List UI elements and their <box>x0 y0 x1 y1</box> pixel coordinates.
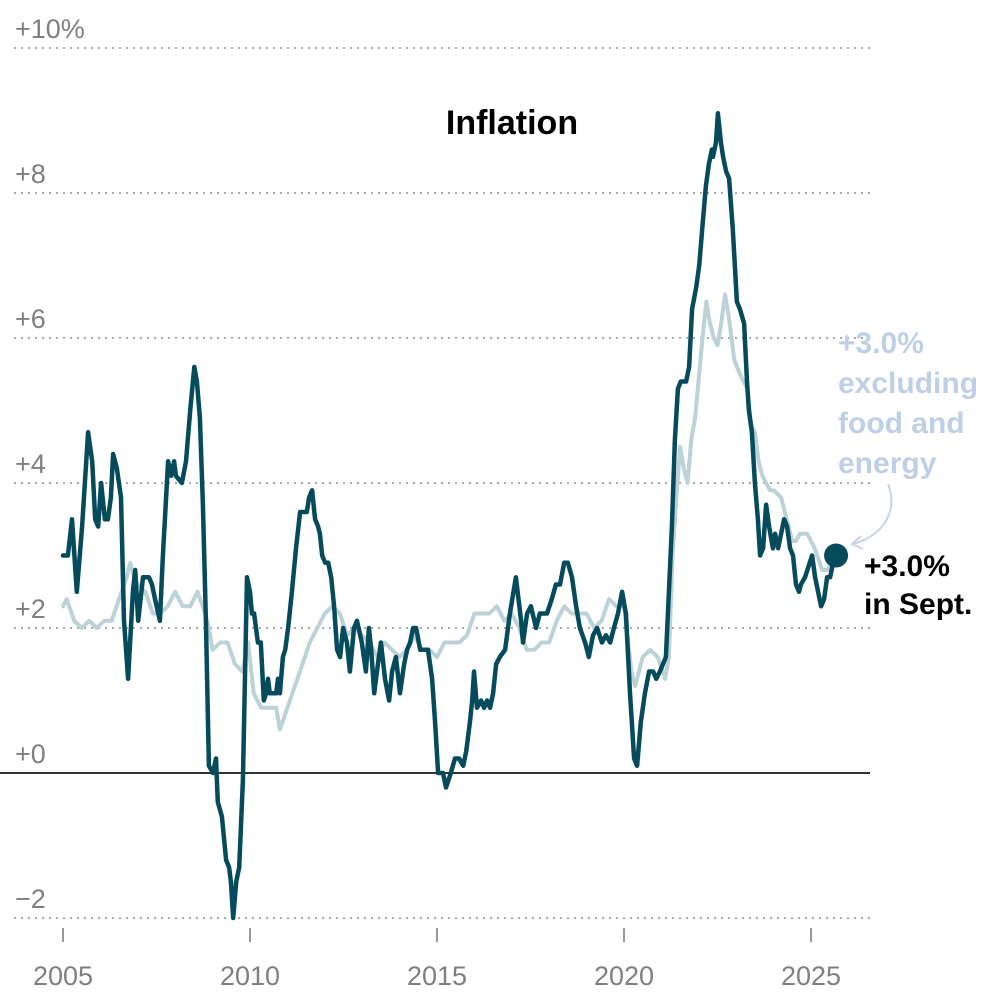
core-annotation-line-2: excluding <box>838 367 978 400</box>
chart-title: Inflation <box>446 104 578 142</box>
series-lines <box>60 111 849 921</box>
headline-inflation-line <box>60 111 839 921</box>
x-tick-label: 2010 <box>220 961 280 991</box>
y-tick-label: +0 <box>15 739 46 769</box>
y-tick-label: +2 <box>15 594 46 624</box>
gridlines <box>0 47 870 919</box>
headline-annotation: +3.0% in Sept. <box>864 550 972 621</box>
y-tick-label: +4 <box>15 449 46 479</box>
annotation-arrowhead-icon <box>850 535 864 550</box>
latest-value-dot <box>824 543 849 568</box>
core-annotation: +3.0% excluding food and energy <box>838 327 978 550</box>
x-tick-label: 2015 <box>407 961 467 991</box>
annotation-arrow <box>852 483 893 545</box>
headline-annotation-line-2: in Sept. <box>864 588 972 621</box>
y-tick-label: +6 <box>15 304 46 334</box>
core-inflation-line <box>61 292 839 732</box>
y-axis-labels: −2 +0 +2 +4 +6 +8 +10% <box>15 14 85 914</box>
y-tick-label: −2 <box>15 884 46 914</box>
x-tick-label: 2025 <box>781 961 841 991</box>
y-tick-label: +10% <box>15 14 85 44</box>
x-tick-label: 2005 <box>33 961 93 991</box>
core-annotation-line-3: food and <box>838 407 965 440</box>
core-annotation-line-1: +3.0% <box>838 327 924 360</box>
headline-annotation-line-1: +3.0% <box>864 550 950 583</box>
x-tick-label: 2020 <box>594 961 654 991</box>
x-axis: 2005 2010 2015 2020 2025 <box>33 928 841 991</box>
y-tick-label: +8 <box>15 159 46 189</box>
core-annotation-line-4: energy <box>838 447 937 480</box>
